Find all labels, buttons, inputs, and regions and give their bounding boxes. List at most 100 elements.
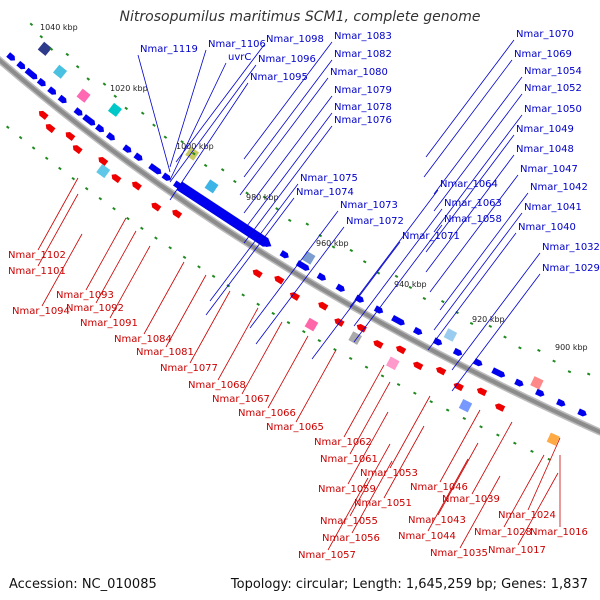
forward-label-leader [239,77,329,196]
feature-block [458,398,473,413]
reverse-gene-shape [72,145,83,155]
reverse-gene-arrow [476,387,488,397]
tick-track-mark-lower [197,265,201,269]
reverse-gene-shape [494,403,506,412]
forward-label-leader [209,183,299,302]
tick-track-mark [408,285,413,290]
reverse-gene-arrow [151,202,162,212]
tick-track-mark [503,335,507,339]
forward-gene-shape [16,60,26,70]
tick-track-mark [305,222,310,226]
forward-gene-label: uvrC [228,52,251,63]
reverse-label-leader [437,442,479,516]
reverse-gene-label: Nmar_1017 [488,545,546,556]
forward-gene-label: Nmar_1073 [340,200,398,211]
reverse-gene-shape [65,131,76,141]
reverse-gene-label: Nmar_1068 [188,380,246,391]
forward-gene-arrow [122,144,132,153]
reverse-gene-shape [274,275,285,285]
reverse-label-leader [109,245,151,319]
reverse-label-leader [217,307,259,381]
backbone-arc [0,57,600,434]
reverse-gene-arrow [395,345,407,355]
forward-gene-label: Nmar_1052 [524,83,582,94]
forward-gene-arrow [473,358,483,367]
forward-gene-shape [95,123,105,133]
reverse-gene-label: Nmar_1066 [238,408,296,419]
forward-label-leader [169,64,257,183]
forward-gene-label: Nmar_1040 [518,222,576,233]
tick-track-mark-lower [445,408,450,412]
forward-gene-arrow [47,86,57,95]
scale-tick-label: 1040 kbp [40,23,78,32]
tick-track-mark [163,135,168,139]
tick-track-mark [349,248,354,253]
long-forward-gene-shape [176,181,272,247]
reverse-label-leader [267,335,309,409]
reverse-gene-shape [413,361,424,371]
reverse-gene-arrow [72,145,83,155]
forward-gene-shape [161,172,171,181]
reverse-label-leader [459,475,501,549]
forward-gene-label: Nmar_1095 [250,72,308,83]
forward-gene-label: Nmar_1047 [520,164,578,175]
reverse-gene-label: Nmar_1092 [66,303,124,314]
forward-gene-shape [36,77,46,87]
forward-label-leader [425,39,515,158]
reverse-label-leader [503,454,545,528]
forward-gene-shape [82,114,96,126]
scale-tick-label: 940 kbp [394,280,427,289]
forward-gene-shape [105,132,115,141]
forward-gene-arrow [73,107,83,116]
tick-track-mark [113,94,118,98]
forward-gene-shape [122,144,132,153]
forward-label-leader [169,49,207,168]
reverse-gene-shape [252,269,263,279]
forward-gene-label: Nmar_1106 [208,39,266,50]
forward-gene-arrow [452,347,463,356]
forward-gene-shape [133,152,143,161]
tick-track-mark-lower [182,255,187,259]
forward-label-leader [433,212,523,331]
forward-gene-shape [556,398,566,407]
reverse-gene-shape [289,292,301,301]
forward-gene-arrow [412,326,423,335]
scale-tick-label: 920 kbp [472,315,505,324]
forward-gene-arrow [491,367,506,378]
feature-block [386,356,400,371]
forward-gene-shape [6,52,16,61]
reverse-gene-shape [98,156,109,166]
tick-track-mark-lower [112,206,116,211]
reverse-gene-label: Nmar_1056 [322,533,380,544]
forward-label-leader [243,125,333,244]
reverse-gene-label: Nmar_1016 [530,527,588,538]
forward-gene-arrow [105,132,115,141]
forward-label-leader [205,197,295,316]
reverse-gene-label: Nmar_1062 [314,437,372,448]
reverse-label-leader [189,290,231,364]
reverse-label-leader [343,364,385,438]
tick-track-mark-lower [348,356,353,361]
feature-block [204,179,219,194]
reverse-gene-arrow [494,403,506,412]
tick-track-mark [203,163,208,168]
forward-gene-label: Nmar_1075 [300,173,358,184]
feature-block [304,317,319,332]
reverse-label-leader [241,321,283,395]
forward-gene-arrow [148,163,162,175]
reverse-label-leader [389,395,431,469]
forward-gene-label: Nmar_1082 [334,49,392,60]
tick-track-mark [331,245,336,249]
forward-label-leader [353,224,443,343]
forward-label-leader [427,232,517,351]
reverse-label-leader [347,411,389,485]
tick-track-mark [75,65,80,69]
reverse-label-leader [471,421,513,495]
reverse-gene-label: Nmar_1102 [8,250,66,261]
reverse-gene-arrow [45,124,56,134]
forward-gene-arrow [535,388,545,397]
forward-gene-label: Nmar_1069 [514,49,572,60]
tick-track-mark-lower [462,416,467,421]
forward-label-leader [439,192,529,311]
forward-gene-arrow [432,337,443,346]
